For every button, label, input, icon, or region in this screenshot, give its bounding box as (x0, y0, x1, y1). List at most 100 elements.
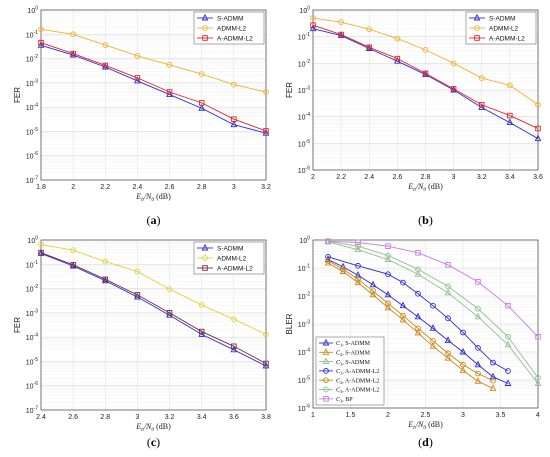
y-tick-label: 10-5 (298, 376, 310, 386)
series-line (40, 42, 267, 132)
legend-marker (322, 348, 330, 355)
legend-marker (201, 13, 209, 21)
data-point (198, 71, 205, 77)
data-point (355, 276, 361, 282)
x-axis-label: Eb/N0 (dB) (407, 182, 443, 193)
y-tick-label: 10-4 (298, 348, 310, 358)
y-tick-label: 10-1 (298, 32, 310, 42)
legend-entry: C3, S-ADMM (336, 360, 371, 367)
x-tick-label: 2.8 (197, 184, 207, 191)
data-point (474, 377, 482, 384)
data-point (38, 241, 44, 248)
x-axis-label: Eb/N0 (dB) (135, 192, 171, 203)
y-tick-label: 10-1 (26, 30, 38, 40)
legend-marker (202, 265, 208, 271)
legend-entry: C1, S-ADMM (336, 341, 371, 348)
x-tick-label: 3.8 (261, 414, 271, 421)
data-point (385, 300, 391, 307)
x-tick-label: 2 (71, 184, 75, 191)
data-point (394, 55, 401, 62)
y-tick-label: 10-2 (298, 59, 310, 69)
legend-marker (201, 243, 209, 251)
legend: C1, S-ADMM C2, S-ADMM C3, S-ADMM C1, A-ADMM… (315, 336, 385, 406)
data-point (355, 262, 361, 269)
legend-marker (323, 396, 329, 402)
series-1 (310, 15, 541, 108)
data-point (263, 331, 269, 338)
data-point (535, 334, 541, 340)
data-point (430, 302, 436, 309)
panel-a: 1.8 2 2.2 2.4 2.6 2.8 3 3.2 10-7 10-6 10-5 10-4 10-3… (13, 6, 271, 228)
data-point (399, 315, 407, 323)
data-point (478, 75, 485, 81)
y-tick-label: 100 (299, 236, 310, 246)
data-point (309, 24, 317, 32)
legend-entry: A-ADMM-L2 (489, 35, 525, 42)
data-point (475, 370, 481, 377)
y-tick-label: 10-5 (26, 127, 38, 137)
panel-c: 2.4 2.6 2.8 3 3.2 3.4 3.6 3.8 10-7 10-6 10-5 10-4 10… (13, 236, 271, 450)
series-line (312, 24, 539, 129)
data-point (325, 258, 331, 264)
y-axis-label: FER (13, 317, 22, 333)
legend-marker (474, 35, 480, 41)
y-tick-label: 10-2 (26, 284, 38, 294)
y-tick-label: 10-3 (298, 320, 310, 330)
series-line (327, 240, 539, 379)
y-tick-label: 10-1 (298, 264, 310, 274)
axes-frame (312, 9, 539, 171)
data-point (325, 254, 331, 260)
data-point (505, 333, 511, 340)
y-axis-label: FER (13, 87, 22, 103)
data-point (445, 315, 451, 322)
x-tick-label: 3.2 (165, 414, 175, 421)
series-line (327, 259, 509, 384)
series-2 (38, 39, 269, 134)
data-point (479, 101, 485, 108)
legend: S-ADMM ADMM-L2 A-ADMM-L2 (193, 241, 265, 275)
series-1 (38, 241, 269, 338)
x-tick-label: 2.6 (68, 414, 78, 421)
series-line (40, 252, 267, 364)
legend-entry: ADMM-L2 (217, 25, 247, 32)
x-tick-label: 3.5 (496, 412, 506, 419)
data-point (475, 345, 481, 351)
y-tick-label: 10-3 (298, 86, 310, 96)
x-tick-label: 2 (386, 412, 390, 419)
legend-entry: C2, A-ADMM-L2 (336, 378, 379, 385)
x-axis-label: Eb/N0 (dB) (135, 422, 171, 433)
x-tick-label: 2.5 (421, 412, 431, 419)
y-tick-label: 100 (27, 6, 38, 16)
data-point (384, 255, 392, 263)
data-point (415, 325, 421, 332)
series-2 (324, 237, 542, 386)
data-point (369, 280, 377, 288)
axes-frame (312, 239, 539, 409)
y-tick-label: 10-6 (26, 381, 38, 391)
y-axis-label: BLER (285, 313, 294, 334)
series-line (327, 241, 539, 384)
data-point (231, 316, 237, 323)
panel-b: 2 2.2 2.4 2.6 2.8 3 3.2 3.4 3.6 10-6 10-5 10-4 10-3 1… (285, 6, 543, 228)
data-point (504, 340, 512, 348)
x-tick-label: 3 (135, 414, 139, 421)
axes-frame (40, 9, 267, 181)
legend-entry: ADMM-L2 (217, 255, 247, 262)
data-point (490, 359, 496, 366)
data-point (460, 361, 466, 368)
data-point (444, 336, 452, 343)
y-tick-label: 10-7 (26, 406, 38, 416)
series-line (312, 17, 539, 106)
y-tick-label: 10-1 (26, 260, 38, 270)
x-tick-label: 3.4 (505, 174, 515, 181)
series-line (327, 256, 509, 372)
x-tick-label: 2.2 (336, 174, 346, 181)
data-point (445, 350, 451, 357)
data-point (310, 22, 316, 28)
data-point (354, 245, 362, 253)
legend-marker (322, 338, 330, 346)
data-point (474, 360, 482, 368)
data-point (198, 104, 206, 111)
y-tick-label: 100 (27, 236, 38, 246)
series-3 (325, 254, 511, 374)
